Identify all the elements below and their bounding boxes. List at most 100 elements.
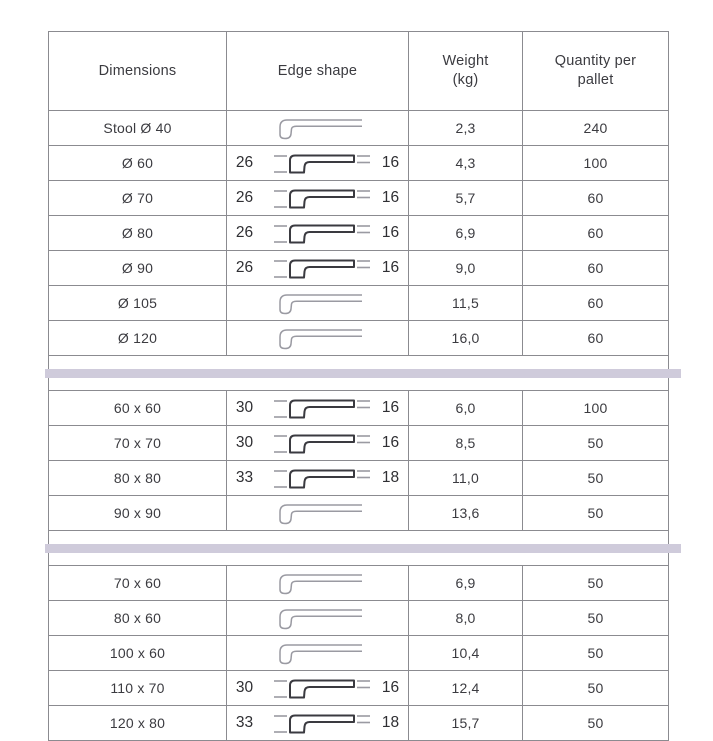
cell-dimensions: Ø 105: [48, 285, 227, 321]
cell-edge-shape: 30 16: [226, 425, 409, 461]
cell-quantity: 60: [522, 320, 669, 356]
edge-shape-diagram: 33 18: [231, 706, 404, 740]
column-header-edge-shape: Edge shape: [226, 31, 409, 111]
table-row[interactable]: 70 x 70 30 16 8,5 50: [48, 425, 669, 461]
column-header-quantity: Quantity per pallet: [522, 31, 669, 111]
edge-shape-diagram: [231, 566, 404, 600]
edge-shape-diagram: 26 16: [231, 251, 404, 285]
edge-profile-closed-icon: [273, 679, 370, 699]
edge-dimension-right: 16: [381, 189, 400, 206]
table-row[interactable]: 100 x 60 10,4 50: [48, 635, 669, 671]
edge-shape-diagram: [231, 636, 404, 670]
table-row[interactable]: 70 x 60 6,9 50: [48, 565, 669, 601]
cell-dimensions: 90 x 90: [48, 495, 227, 531]
cell-quantity: 100: [522, 145, 669, 181]
edge-profile-open-icon: [278, 119, 362, 140]
table-row[interactable]: 60 x 60 30 16 6,0 100: [48, 390, 669, 426]
cell-dimensions: Ø 120: [48, 320, 227, 356]
cell-quantity: 50: [522, 705, 669, 741]
section-separator-cell: [45, 356, 681, 391]
column-header-weight-label: Weight: [442, 53, 489, 70]
section-separator-cell: [45, 531, 681, 566]
cell-quantity: 60: [522, 215, 669, 251]
edge-dimension-left: 33: [235, 469, 254, 486]
section-separator-band: [45, 368, 681, 378]
cell-dimensions: 80 x 60: [48, 600, 227, 636]
section-separator-band: [45, 543, 681, 553]
cell-dimensions: Ø 90: [48, 250, 227, 286]
cell-edge-shape: 26 16: [226, 250, 409, 286]
cell-weight: 11,5: [408, 285, 523, 321]
edge-dimension-right: 16: [381, 434, 400, 451]
edge-dimension-left: 33: [235, 714, 254, 731]
edge-dimension-right: 16: [381, 224, 400, 241]
edge-profile-closed-icon: [273, 259, 370, 279]
edge-dimension-left: 26: [235, 189, 254, 206]
edge-dimension-right: 16: [381, 399, 400, 416]
cell-dimensions: 120 x 80: [48, 705, 227, 741]
cell-edge-shape: 33 18: [226, 460, 409, 496]
cell-quantity: 50: [522, 565, 669, 601]
table-row[interactable]: 90 x 90 13,6 50: [48, 495, 669, 531]
edge-shape-diagram: 30 16: [231, 426, 404, 460]
table-row[interactable]: Ø 120 16,0 60: [48, 320, 669, 356]
edge-shape-diagram: [231, 286, 404, 320]
edge-profile-open-icon: [278, 574, 362, 595]
cell-quantity: 50: [522, 495, 669, 531]
table-body: Stool Ø 40 2,3 240 Ø 60 26 16 4,3 100 Ø 70 26 16 5,…: [45, 110, 681, 741]
column-header-weight-unit: (kg): [452, 72, 479, 88]
table-row[interactable]: 80 x 80 33 18 11,0 50: [48, 460, 669, 496]
cell-weight: 8,5: [408, 425, 523, 461]
edge-dimension-left: 30: [235, 679, 254, 696]
table-row[interactable]: Ø 105 11,5 60: [48, 285, 669, 321]
table-row[interactable]: Ø 80 26 16 6,9 60: [48, 215, 669, 251]
spec-table-container: Dimensions Edge shape Weight (kg) Quanti…: [45, 31, 681, 741]
cell-weight: 6,9: [408, 565, 523, 601]
cell-quantity: 50: [522, 460, 669, 496]
cell-quantity: 50: [522, 635, 669, 671]
cell-dimensions: 80 x 80: [48, 460, 227, 496]
column-header-dimensions-label: Dimensions: [98, 62, 177, 79]
cell-dimensions: Stool Ø 40: [48, 110, 227, 146]
table-header: Dimensions Edge shape Weight (kg) Quanti…: [48, 31, 669, 111]
cell-quantity: 50: [522, 670, 669, 706]
product-specifications-table: Dimensions Edge shape Weight (kg) Quanti…: [45, 31, 681, 741]
cell-quantity: 50: [522, 600, 669, 636]
column-header-dimensions: Dimensions: [48, 31, 227, 111]
edge-shape-diagram: 26 16: [231, 181, 404, 215]
section-separator: [45, 356, 681, 391]
cell-edge-shape: [226, 320, 409, 356]
edge-profile-open-icon: [278, 504, 362, 525]
edge-shape-diagram: [231, 496, 404, 530]
cell-edge-shape: [226, 600, 409, 636]
table-row[interactable]: Ø 60 26 16 4,3 100: [48, 145, 669, 181]
cell-weight: 6,0: [408, 390, 523, 426]
edge-dimension-right: 18: [381, 714, 400, 731]
table-row[interactable]: Ø 70 26 16 5,7 60: [48, 180, 669, 216]
cell-edge-shape: 30 16: [226, 390, 409, 426]
edge-profile-closed-icon: [273, 154, 370, 174]
column-header-weight: Weight (kg): [408, 31, 523, 111]
cell-edge-shape: 30 16: [226, 670, 409, 706]
cell-weight: 4,3: [408, 145, 523, 181]
table-row[interactable]: 80 x 60 8,0 50: [48, 600, 669, 636]
edge-dimension-left: 26: [235, 259, 254, 276]
table-row[interactable]: Stool Ø 40 2,3 240: [48, 110, 669, 146]
edge-dimension-right: 18: [381, 469, 400, 486]
cell-weight: 5,7: [408, 180, 523, 216]
table-row[interactable]: 110 x 70 30 16 12,4 50: [48, 670, 669, 706]
cell-edge-shape: [226, 565, 409, 601]
table-row[interactable]: 120 x 80 33 18 15,7 50: [48, 705, 669, 741]
column-header-quantity-label2: pallet: [577, 72, 614, 88]
section-separator: [45, 531, 681, 566]
column-header-edge-shape-label: Edge shape: [277, 62, 358, 79]
edge-shape-diagram: 30 16: [231, 391, 404, 425]
cell-dimensions: 110 x 70: [48, 670, 227, 706]
cell-edge-shape: [226, 110, 409, 146]
edge-profile-closed-icon: [273, 714, 370, 734]
cell-edge-shape: [226, 285, 409, 321]
cell-quantity: 60: [522, 285, 669, 321]
cell-edge-shape: 33 18: [226, 705, 409, 741]
table-row[interactable]: Ø 90 26 16 9,0 60: [48, 250, 669, 286]
edge-shape-diagram: [231, 111, 404, 145]
